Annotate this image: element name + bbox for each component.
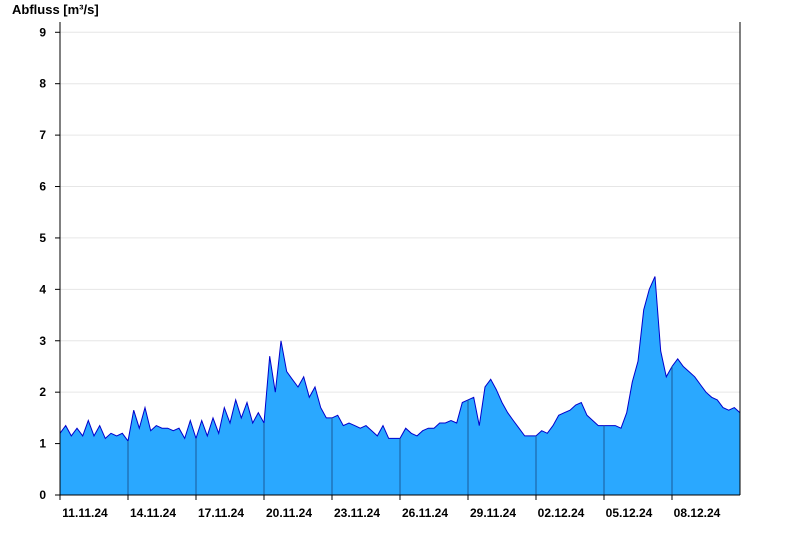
x-tick-05.12.24: 05.12.24	[606, 506, 653, 520]
x-tick-08.12.24: 08.12.24	[674, 506, 721, 520]
grid-lines	[60, 31, 740, 445]
x-tick-20.11.24: 20.11.24	[266, 506, 312, 520]
x-tick-11.11.24: 11.11.24	[62, 506, 108, 520]
x-tick-17.11.24: 17.11.24	[198, 506, 244, 520]
y-tick-2: 2	[39, 385, 46, 399]
x-tick-14.11.24: 14.11.24	[130, 506, 176, 520]
day-marker-lines	[127, 366, 673, 495]
discharge-line	[59, 276, 741, 443]
y-tick-1: 1	[39, 437, 46, 451]
y-tick-9: 9	[39, 25, 46, 39]
y-tick-4: 4	[39, 282, 46, 296]
y-axis-title: Abfluss [m³/s]	[12, 2, 99, 17]
y-tick-3: 3	[39, 334, 46, 348]
y-tick-8: 8	[39, 77, 46, 91]
x-tick-26.11.24: 26.11.24	[402, 506, 448, 520]
y-tick-5: 5	[39, 231, 46, 245]
y-tick-6: 6	[39, 180, 46, 194]
x-tick-23.11.24: 23.11.24	[334, 506, 380, 520]
x-tick-02.12.24: 02.12.24	[538, 506, 585, 520]
y-tick-0: 0	[39, 488, 46, 502]
y-tick-7: 7	[39, 128, 46, 142]
y-tick-labels: 0 1 2 3 4 5 6 7 8 9	[39, 25, 60, 502]
x-tick-labels: 11.11.24 14.11.24 17.11.24 20.11.24 23.11.24…	[59, 495, 721, 520]
discharge-area	[59, 276, 741, 495]
discharge-fill	[60, 276, 740, 495]
x-tick-29.11.24: 29.11.24	[470, 506, 516, 520]
